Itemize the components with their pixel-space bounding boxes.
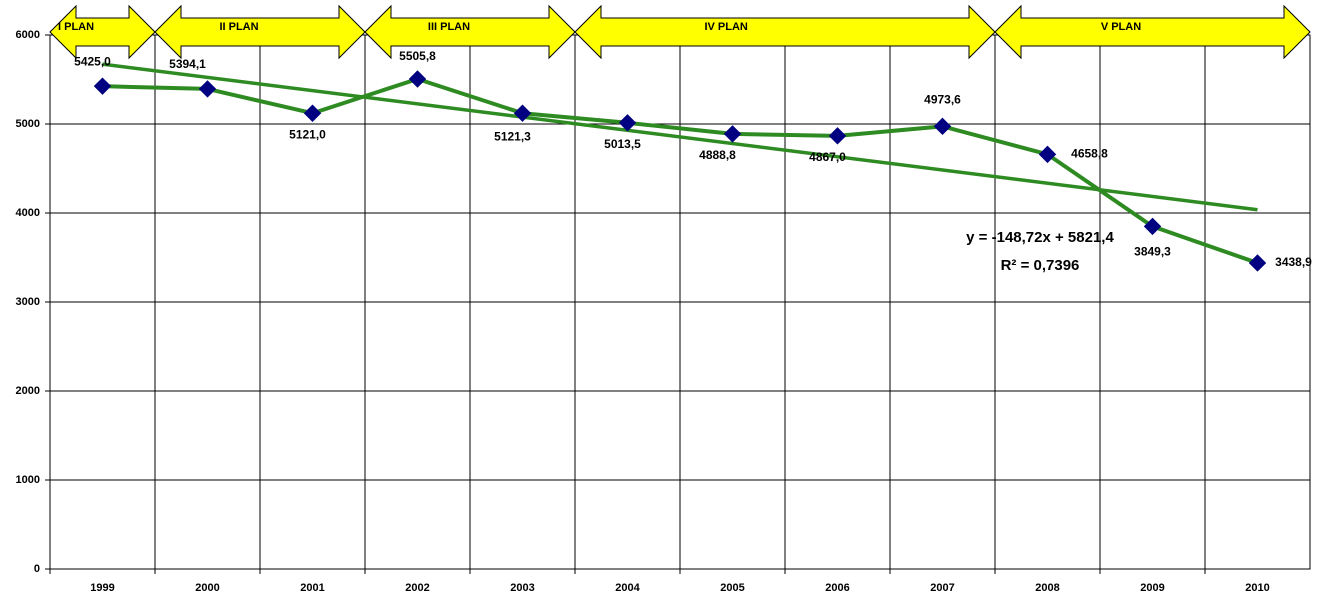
trendline <box>102 62 1258 212</box>
y-tick-label: 1000 <box>16 474 40 486</box>
data-label: 5121,0 <box>289 127 326 141</box>
y-tick-label: 2000 <box>16 385 40 397</box>
y-tick-label: 3000 <box>16 296 40 308</box>
x-tick-label: 2000 <box>195 582 219 594</box>
marker <box>93 77 112 95</box>
x-tick-label: 1999 <box>90 582 114 594</box>
data-label: 3849,3 <box>1134 245 1171 259</box>
plan-label: IV PLAN <box>704 21 747 33</box>
y-tick-label: 5000 <box>16 118 40 130</box>
x-tick-label: 2005 <box>720 582 744 594</box>
marker <box>933 117 952 136</box>
y-tick-label: 4000 <box>16 207 40 219</box>
data-label: 3438,9 <box>1275 255 1312 269</box>
x-tick-label: 2009 <box>1140 582 1164 594</box>
data-label: 4888,8 <box>699 148 736 162</box>
plan-arrow <box>994 4 1311 60</box>
data-label: 4867,0 <box>809 150 846 164</box>
marker <box>513 104 532 122</box>
series-line <box>102 76 1259 265</box>
data-label: 5013,5 <box>604 137 641 151</box>
marker <box>1143 217 1162 236</box>
data-label: 4973,6 <box>924 93 961 107</box>
data-label: 5505,8 <box>399 49 436 63</box>
plan-label: III PLAN <box>428 21 470 33</box>
y-tick-label: 6000 <box>16 29 40 41</box>
x-tick-label: 2004 <box>615 582 640 594</box>
data-label: 4658,8 <box>1071 147 1108 161</box>
trend-r2: R² = 0,7396 <box>1001 257 1080 274</box>
x-tick-label: 2003 <box>510 582 534 594</box>
marker <box>408 70 427 88</box>
data-label: 5121,3 <box>494 129 531 143</box>
x-tick-label: 2006 <box>825 582 849 594</box>
data-label: 5425,0 <box>74 54 111 68</box>
x-tick-label: 2008 <box>1035 582 1059 594</box>
marker <box>1038 145 1057 164</box>
x-tick-label: 2010 <box>1245 582 1269 594</box>
x-tick-label: 2001 <box>300 582 324 594</box>
trend-equation: y = -148,72x + 5821,4 <box>966 229 1114 246</box>
x-tick-label: 2007 <box>930 582 954 594</box>
plan-label: II PLAN <box>219 21 258 33</box>
marker <box>198 80 217 98</box>
plan-label: I PLAN <box>58 21 94 33</box>
y-tick-label: 0 <box>34 563 40 575</box>
marker <box>723 125 742 143</box>
marker <box>303 104 322 122</box>
marker <box>828 127 847 145</box>
data-label: 5394,1 <box>169 57 206 71</box>
x-tick-label: 2002 <box>405 582 429 594</box>
marker <box>1248 254 1267 272</box>
plan-label: V PLAN <box>1101 21 1141 33</box>
marker <box>618 114 637 132</box>
